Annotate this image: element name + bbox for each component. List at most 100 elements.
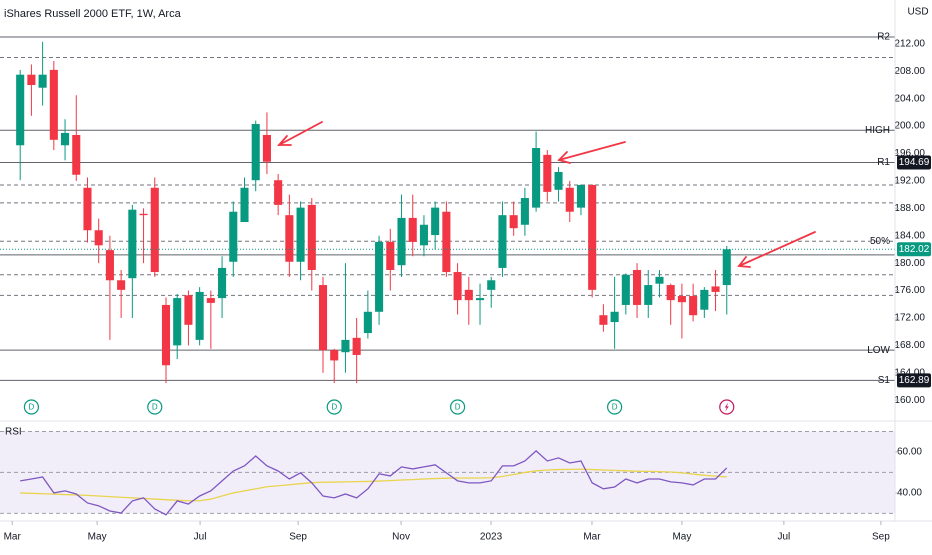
candle-body xyxy=(621,274,630,305)
candle-body xyxy=(173,298,182,346)
candle-body xyxy=(61,132,70,146)
candle-body xyxy=(161,304,171,366)
price-box xyxy=(897,373,931,388)
x-tick-label: 2023 xyxy=(480,532,503,543)
dividend-marker xyxy=(449,399,466,415)
candle-body xyxy=(240,187,249,223)
arrow-head xyxy=(557,151,571,164)
rsi-pane: 40.00 60.00 xyxy=(0,430,922,516)
candle-body xyxy=(206,298,215,303)
candle-body xyxy=(274,180,283,205)
candle-body xyxy=(184,295,193,325)
candle-body xyxy=(487,280,496,290)
candle-body xyxy=(330,350,339,361)
y-tick-label: 172.00 xyxy=(894,313,925,324)
candle-body xyxy=(644,285,653,305)
candle-body xyxy=(722,249,731,286)
candle-body xyxy=(520,198,529,225)
candle-body xyxy=(633,269,642,305)
candle-body xyxy=(307,204,316,270)
x-tick-label: Jul xyxy=(777,532,790,543)
y-tick-label: 208.00 xyxy=(894,66,925,77)
candle-body xyxy=(375,241,384,312)
price-box-label: 194.69 xyxy=(899,157,930,168)
x-tick-label: May xyxy=(672,532,691,543)
candle-body xyxy=(588,185,597,290)
arrow xyxy=(738,231,816,267)
level-label: R2 xyxy=(877,32,890,43)
price-box xyxy=(897,155,931,170)
candle-body xyxy=(419,224,428,246)
candle-body xyxy=(352,337,361,355)
y-tick-label: 164.00 xyxy=(894,367,925,378)
candle-body xyxy=(453,272,462,301)
currency-label: USD xyxy=(907,7,928,18)
rsi-tick-label: 60.00 xyxy=(897,447,922,458)
level-label: LOW xyxy=(867,345,890,356)
candle-body xyxy=(27,74,36,85)
candle-body xyxy=(285,215,294,262)
candle-body xyxy=(677,296,686,303)
x-tick-label: May xyxy=(88,532,107,543)
current-price-label: 182.02 xyxy=(899,244,930,255)
candle-body xyxy=(72,134,81,175)
annotation-arrows xyxy=(276,121,816,268)
candle-body xyxy=(532,148,541,208)
candle-body xyxy=(565,187,574,212)
candle-body xyxy=(139,213,148,216)
y-tick-label: 176.00 xyxy=(894,285,925,296)
candle-body xyxy=(296,207,305,262)
candle-body xyxy=(599,315,608,325)
dividend-marker xyxy=(23,399,40,415)
y-tick-label: 168.00 xyxy=(894,340,925,351)
candle-body xyxy=(218,267,227,299)
candle-body xyxy=(711,286,720,292)
arrow xyxy=(558,141,626,161)
y-tick-label: 160.00 xyxy=(894,395,925,406)
dividend-label: D xyxy=(29,403,35,412)
candle-body xyxy=(341,339,350,353)
current-price-box xyxy=(897,242,931,257)
x-tick-label: Sep xyxy=(872,532,890,543)
candle-body xyxy=(543,154,552,192)
y-tick-label: 204.00 xyxy=(894,93,925,104)
candle-body xyxy=(38,74,47,88)
candle-body xyxy=(363,311,372,334)
y-tick-label: 212.00 xyxy=(894,38,925,49)
candle-body xyxy=(666,285,675,301)
candle-body xyxy=(442,211,451,273)
y-tick-label: 188.00 xyxy=(894,203,925,214)
candle-body xyxy=(195,291,204,340)
candle-body xyxy=(318,285,328,351)
candle-body xyxy=(105,250,114,281)
arrow xyxy=(278,121,323,146)
arrow-head xyxy=(276,135,292,146)
candle-body xyxy=(397,217,406,266)
level-label: R1 xyxy=(877,157,890,168)
candle-body xyxy=(498,215,507,268)
y-tick-label: 200.00 xyxy=(894,121,925,132)
candle-body xyxy=(509,215,518,229)
dividend-marker xyxy=(607,399,623,415)
price-box-label: 162.89 xyxy=(899,375,930,386)
y-tick-label: 192.00 xyxy=(894,176,925,187)
x-tick-label: Mar xyxy=(4,532,22,543)
candle-body xyxy=(610,311,619,323)
candle-body xyxy=(689,296,698,316)
candle-body xyxy=(117,280,126,290)
y-tick-label: 184.00 xyxy=(894,230,925,241)
rsi-tick-label: 40.00 xyxy=(897,488,922,499)
candle-body xyxy=(16,74,25,146)
lightning-icon xyxy=(724,402,729,412)
price-pane: 160.00 164.00 168.00 172.00 176.00 180.00 184.… xyxy=(0,32,931,415)
candle-body xyxy=(464,289,473,301)
dividend-marker xyxy=(326,399,342,415)
candle-body xyxy=(700,289,709,310)
x-tick-label: Nov xyxy=(392,532,410,543)
candle-body xyxy=(229,211,238,262)
dividend-label: D xyxy=(612,403,618,412)
candle-body xyxy=(386,241,395,270)
dividend-label: D xyxy=(455,403,461,412)
x-tick-label: Mar xyxy=(583,532,601,543)
